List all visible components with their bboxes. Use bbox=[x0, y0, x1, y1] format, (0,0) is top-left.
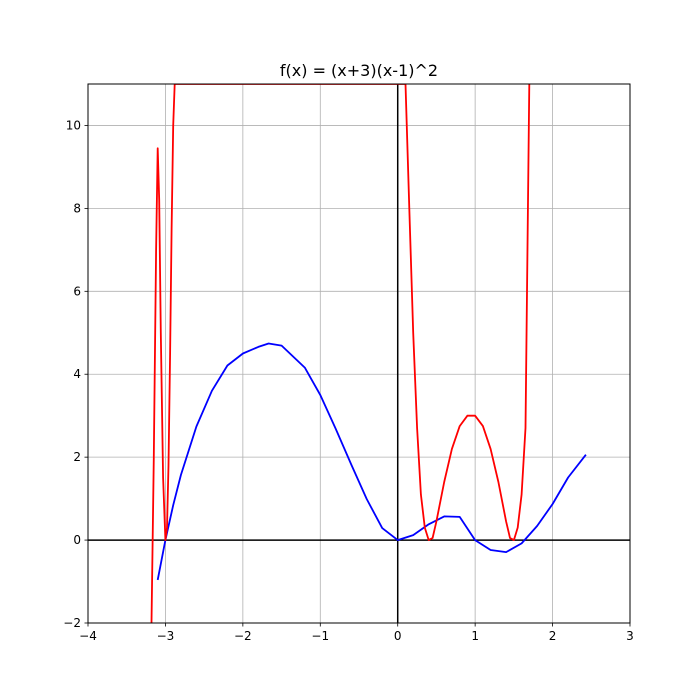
series-line-2 bbox=[150, 84, 531, 623]
y-tick-label: 2 bbox=[73, 450, 81, 464]
x-tick-label: −4 bbox=[79, 629, 97, 643]
chart-title: f(x) = (x+3)(x-1)^2 bbox=[280, 61, 438, 80]
y-tick-label: −2 bbox=[63, 616, 81, 630]
plot-series bbox=[150, 84, 587, 623]
y-tick-label: 10 bbox=[66, 118, 81, 132]
x-axis-ticks: −4 −3 −2 −1 0 1 2 3 bbox=[79, 623, 634, 643]
x-tick-label: −1 bbox=[311, 629, 329, 643]
x-tick-label: 2 bbox=[549, 629, 557, 643]
series-line-1 bbox=[156, 342, 587, 581]
x-tick-label: 3 bbox=[626, 629, 634, 643]
zero-lines bbox=[88, 84, 630, 623]
y-tick-label: 8 bbox=[73, 201, 81, 215]
plot-frame bbox=[87, 83, 631, 624]
y-tick-label: 0 bbox=[73, 533, 81, 547]
x-tick-label: −3 bbox=[157, 629, 175, 643]
x-tick-label: 0 bbox=[394, 629, 402, 643]
y-tick-label: 6 bbox=[73, 284, 81, 298]
x-tick-label: 1 bbox=[471, 629, 479, 643]
y-tick-label: 4 bbox=[73, 367, 81, 381]
series-group bbox=[150, 84, 587, 623]
y-axis-ticks: −2 0 2 4 6 8 10 bbox=[63, 118, 88, 630]
x-tick-label: −2 bbox=[234, 629, 252, 643]
